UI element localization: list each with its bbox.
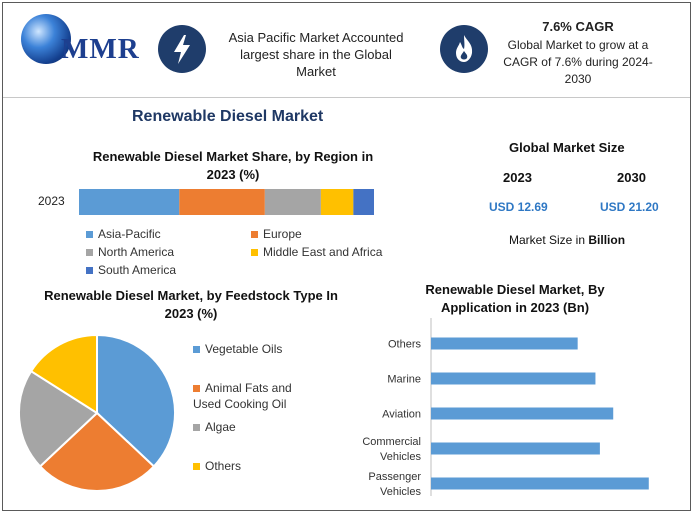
feedstock-pie-svg: [18, 333, 176, 492]
pie-slice-others: [29, 333, 98, 415]
year-2023-label: 2023: [503, 170, 532, 185]
brand-logo: MMR: [61, 33, 140, 65]
legend-south-america: South America: [86, 263, 176, 277]
application-bar-others: [431, 337, 578, 350]
region-segment-middle-east-and-africa: [320, 189, 354, 215]
region-bar-svg: [79, 189, 374, 215]
cagr-title: 7.6% CAGR: [542, 19, 614, 34]
application-chart-title: Renewable Diesel Market, By Application …: [425, 282, 605, 315]
header-divider: [3, 97, 690, 98]
pie-legend-vegetable-oils: Vegetable Oils: [193, 342, 282, 356]
legend-label: North America: [98, 245, 175, 259]
legend-asia-pacific: Asia-Pacific: [86, 227, 161, 241]
pie-legend-algae: Algae: [193, 420, 236, 434]
legend-label: Europe: [263, 227, 302, 241]
region-segment-south-america: [353, 189, 374, 215]
market-size-note-prefix: Market Size in: [509, 233, 589, 247]
legend-label: Others: [205, 459, 242, 473]
legend-label: Vegetable Oils: [205, 342, 283, 356]
infographic-frame: MMR Asia Pacific Market Accounted larges…: [2, 2, 691, 511]
region-bar-category-label: 2023: [38, 194, 65, 208]
legend-swatch-icon: [193, 463, 200, 471]
pie-slice-algae: [18, 369, 99, 468]
value-2023: USD 12.69: [489, 200, 548, 214]
cagr-description: Global Market to grow at a CAGR of 7.6% …: [503, 38, 653, 86]
asia-pacific-banner: Asia Pacific Market Accounted largest sh…: [228, 30, 404, 79]
globe-logo-icon: [21, 14, 71, 64]
application-bar-commercial-vehicles: [431, 442, 600, 455]
region-chart-title: Renewable Diesel Market Share, by Region…: [92, 149, 374, 182]
global-market-title: Global Market Size: [509, 140, 625, 155]
legend-swatch-icon: [86, 231, 93, 239]
application-bar-svg: Others Marine Aviation Commercial Vehicles Pa…: [362, 318, 649, 498]
legend-swatch-icon: [193, 424, 200, 432]
market-size-note: Market Size in Billion: [509, 233, 625, 247]
region-stacked-bar: [79, 189, 374, 215]
legend-label: Asia-Pacific: [98, 227, 161, 241]
pie-slice-vegetable-oils: [96, 333, 176, 468]
lightning-icon: [158, 25, 206, 73]
legend-label: Middle East and Africa: [263, 245, 383, 259]
legend-north-america: North America: [86, 245, 174, 259]
region-segment-europe: [179, 189, 265, 215]
application-category-label: Aviation: [382, 409, 421, 421]
year-2030-label: 2030: [617, 170, 646, 185]
pie-legend-others: Others: [193, 459, 241, 473]
market-size-note-unit: Billion: [588, 233, 626, 247]
legend-swatch-icon: [251, 249, 258, 257]
legend-europe: Europe: [251, 227, 302, 241]
pie-slice-animal-fats-and-used-cooking-oil: [38, 411, 156, 492]
application-bar-chart: Others Marine Aviation Commercial Vehicles Pa…: [321, 318, 681, 498]
flame-icon: [440, 25, 488, 73]
application-bar-passenger-vehicles: [431, 477, 649, 490]
legend-swatch-icon: [193, 346, 200, 354]
feedstock-pie: [17, 333, 177, 493]
application-category-label: Others: [388, 339, 422, 351]
application-category-label: Commercial Vehicles: [362, 436, 421, 463]
application-bar-aviation: [431, 407, 614, 420]
legend-swatch-icon: [193, 385, 200, 393]
legend-swatch-icon: [86, 267, 93, 275]
legend-label: South America: [98, 263, 177, 277]
application-category-label: Passenger Vehicles: [368, 471, 421, 498]
value-2030: USD 21.20: [600, 200, 659, 214]
legend-label: Animal Fats and Used Cooking Oil: [193, 381, 292, 411]
legend-swatch-icon: [251, 231, 258, 239]
legend-swatch-icon: [86, 249, 93, 257]
pie-legend-animal-fats: Animal Fats and Used Cooking Oil: [193, 380, 323, 412]
application-bar-marine: [431, 372, 596, 385]
application-category-label: Marine: [387, 374, 421, 386]
legend-label: Algae: [205, 420, 236, 434]
page-title: Renewable Diesel Market: [132, 108, 324, 125]
feedstock-chart-title: Renewable Diesel Market, by Feedstock Ty…: [44, 288, 338, 321]
legend-middle-east-africa: Middle East and Africa: [251, 245, 382, 259]
region-segment-asia-pacific: [79, 189, 180, 215]
region-segment-north-america: [264, 189, 321, 215]
